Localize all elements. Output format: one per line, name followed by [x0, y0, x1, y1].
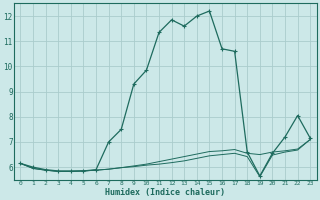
X-axis label: Humidex (Indice chaleur): Humidex (Indice chaleur)	[105, 188, 225, 197]
